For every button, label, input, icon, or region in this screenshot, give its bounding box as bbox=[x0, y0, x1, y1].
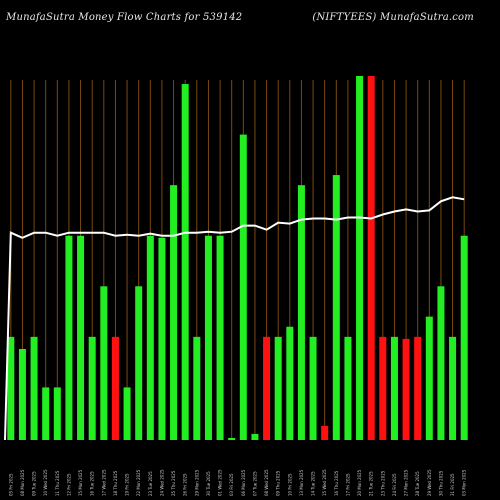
x-tick-label: 30 Tue 2025 bbox=[206, 471, 211, 496]
bar-2025-11-03 bbox=[460, 235, 468, 440]
x-tick-label: 09 Thu 2025 bbox=[276, 470, 281, 496]
x-tick-label: 17 Fri 2025 bbox=[345, 473, 350, 496]
x-tick-label: 28 Tue 2025 bbox=[415, 471, 420, 496]
bar-2025-10-29 bbox=[425, 316, 433, 440]
bar-2025-10-07 bbox=[251, 433, 259, 440]
bar-2025-10-20 bbox=[356, 75, 364, 441]
x-tick-label: 16 Tue 2025 bbox=[90, 471, 95, 496]
bar-2025-10-24 bbox=[390, 336, 398, 440]
x-tick-label: 16 Thu 2025 bbox=[334, 470, 339, 496]
x-tick-label: 12 Fri 2025 bbox=[66, 473, 71, 496]
bar-2025-09-09 bbox=[30, 336, 38, 440]
bar-2025-10-21 bbox=[367, 75, 375, 441]
bar-2025-09-19 bbox=[123, 387, 131, 440]
bar-2025-10-17 bbox=[344, 336, 352, 440]
x-tick-label: 01 Wed 2025 bbox=[218, 469, 223, 496]
bar-2025-09-22 bbox=[135, 286, 143, 440]
x-tick-label: 27 Mon 2025 bbox=[404, 469, 409, 496]
x-tick-label: 03 Mon 2025 bbox=[462, 469, 467, 496]
bar-2025-09-30 bbox=[204, 235, 212, 440]
trend-line bbox=[4, 196, 465, 441]
x-tick-label: 07 Tue 2025 bbox=[252, 471, 257, 496]
chart-title-left: MunafaSutra Money Flow Charts for 539142 bbox=[6, 12, 243, 23]
bar-2025-10-23 bbox=[379, 336, 387, 440]
x-tick-label: 23 Tue 2025 bbox=[148, 471, 153, 496]
bar-2025-09-23 bbox=[146, 235, 154, 440]
x-tick-label: 24 Wed 2025 bbox=[159, 469, 164, 496]
bar-2025-09-17 bbox=[100, 286, 108, 440]
bar-2025-10-31 bbox=[449, 336, 457, 440]
bar-2025-10-09 bbox=[274, 336, 282, 440]
bar-2025-09-10 bbox=[42, 387, 50, 440]
chart-title-right: (NIFTYEES) MunafaSutra.com bbox=[312, 12, 474, 23]
x-tick-label: 06 Mon 2025 bbox=[241, 469, 246, 496]
x-tick-label: 15 Mon 2025 bbox=[78, 469, 83, 496]
bar-2025-10-27 bbox=[402, 338, 410, 440]
x-tick-label: 30 Thu 2025 bbox=[438, 470, 443, 496]
bar-2025-09-16 bbox=[88, 336, 96, 440]
bar-2025-09-29 bbox=[193, 336, 201, 440]
bar-2025-09-25 bbox=[170, 185, 178, 440]
x-tick-label: 13 Mon 2025 bbox=[299, 469, 304, 496]
bar-2025-10-15 bbox=[321, 425, 329, 440]
x-tick-label: 10 Fri 2025 bbox=[287, 473, 292, 496]
x-tick-label: 10 Wed 2025 bbox=[43, 469, 48, 496]
x-tick-label: 25 Thu 2025 bbox=[171, 470, 176, 496]
x-tick-label: 26 Fri 2025 bbox=[183, 473, 188, 496]
bar-2025-10-06 bbox=[239, 134, 247, 440]
x-tick-label: 22 Mon 2025 bbox=[136, 469, 141, 496]
bar-2025-09-26 bbox=[181, 84, 189, 440]
x-tick-label: 18 Thu 2025 bbox=[113, 470, 118, 496]
x-tick-label: 03 Fri 2025 bbox=[229, 473, 234, 496]
bar-2025-09-05 bbox=[7, 336, 15, 440]
bar-2025-10-28 bbox=[414, 336, 422, 440]
bar-2025-09-11 bbox=[53, 387, 61, 440]
bar-2025-09-15 bbox=[77, 235, 85, 440]
x-tick-label: 09 Tue 2025 bbox=[32, 471, 37, 496]
x-axis-labels: 05 Fri 2025 08 Mon 2025 09 Tue 2025 10 Wed … bbox=[8, 469, 466, 496]
bar-2025-10-16 bbox=[332, 175, 340, 440]
x-tick-label: 20 Mon 2025 bbox=[357, 469, 362, 496]
x-tick-label: 05 Fri 2025 bbox=[8, 473, 13, 496]
bar-2025-09-08 bbox=[18, 348, 26, 440]
chart-title: MunafaSutra Money Flow Charts for 539142… bbox=[6, 12, 474, 23]
bars bbox=[7, 75, 468, 441]
x-tick-label: 08 Wed 2025 bbox=[264, 469, 269, 496]
x-tick-label: 19 Fri 2025 bbox=[125, 473, 130, 496]
bar-2025-10-01 bbox=[216, 235, 224, 440]
x-tick-label: 17 Wed 2025 bbox=[101, 469, 106, 496]
x-tick-label: 21 Tue 2025 bbox=[369, 471, 374, 496]
bar-2025-09-12 bbox=[65, 235, 73, 440]
x-tick-label: 23 Thu 2025 bbox=[380, 470, 385, 496]
x-tick-label: 14 Tue 2025 bbox=[311, 471, 316, 496]
x-tick-label: 11 Thu 2025 bbox=[55, 470, 60, 496]
bar-2025-10-08 bbox=[263, 336, 271, 440]
trend-line-group bbox=[4, 196, 465, 441]
bar-2025-10-30 bbox=[437, 286, 445, 440]
x-tick-label: 15 Wed 2025 bbox=[322, 469, 327, 496]
bar-2025-10-03 bbox=[228, 437, 236, 440]
bar-2025-09-18 bbox=[111, 336, 119, 440]
x-tick-label: 29 Mon 2025 bbox=[194, 469, 199, 496]
bar-2025-10-10 bbox=[286, 326, 294, 440]
bar-2025-10-13 bbox=[297, 185, 305, 440]
x-tick-label: 29 Wed 2025 bbox=[427, 469, 432, 496]
bar-2025-09-24 bbox=[158, 237, 166, 440]
bar-2025-10-14 bbox=[309, 336, 317, 440]
x-tick-label: 08 Mon 2025 bbox=[20, 469, 25, 496]
x-tick-label: 31 Fri 2025 bbox=[450, 473, 455, 496]
x-tick-label: 24 Fri 2025 bbox=[392, 473, 397, 496]
